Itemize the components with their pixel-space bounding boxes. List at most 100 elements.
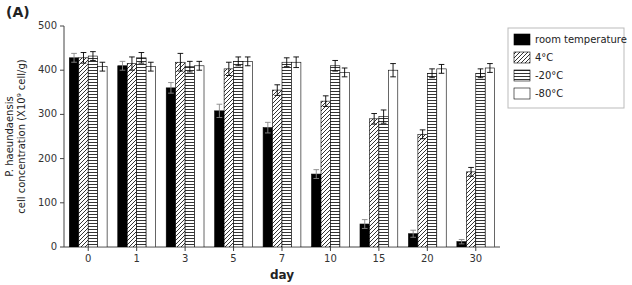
y-tick — [60, 202, 64, 203]
bar — [127, 64, 136, 247]
error-bar — [129, 57, 135, 70]
series — [88, 52, 485, 247]
y-tick — [60, 247, 64, 248]
error-bar — [265, 122, 271, 133]
error-bar — [381, 110, 387, 123]
error-bar — [71, 53, 77, 62]
y-tick — [60, 114, 64, 115]
bar — [118, 66, 127, 247]
bar — [98, 67, 107, 247]
error-bar — [390, 64, 396, 77]
bar — [79, 58, 88, 247]
error-bar — [274, 85, 280, 96]
x-axis-label: day — [270, 268, 294, 282]
error-bar — [478, 69, 484, 78]
error-bar — [371, 114, 377, 125]
x-tick-label: 10 — [324, 253, 337, 264]
x-tick — [233, 247, 234, 251]
bar — [185, 67, 194, 247]
x-tick-label: 30 — [469, 253, 482, 264]
x-tick-label: 0 — [85, 253, 91, 264]
error-bar — [410, 230, 416, 237]
error-bar — [187, 61, 193, 72]
error-bar — [235, 57, 241, 66]
bar — [476, 73, 485, 247]
x-tick-label: 5 — [230, 253, 236, 264]
error-bar — [196, 61, 202, 70]
x-tick-label: 20 — [421, 253, 434, 264]
y-tick-label: 0 — [51, 241, 57, 252]
bar — [330, 66, 339, 247]
y-tick — [60, 26, 64, 27]
bar — [176, 62, 185, 247]
bar — [215, 111, 224, 247]
y-axis-label: P. haeundaensiscell concentration (X10⁹ … — [4, 59, 27, 213]
legend: room temperature4°C-20°C-80°C — [508, 28, 627, 108]
error-bar — [342, 68, 348, 77]
legend-label: -20°C — [535, 70, 563, 81]
legend-swatch — [514, 52, 530, 63]
y-axis: 0100200300400500 — [38, 20, 64, 252]
y-tick-label: 200 — [38, 153, 57, 164]
x-tick — [136, 247, 137, 251]
bar — [437, 69, 446, 247]
y-tick-label: 300 — [38, 108, 57, 119]
legend-swatch — [514, 88, 530, 99]
bar — [69, 58, 78, 247]
bar — [321, 101, 330, 247]
x-tick-label: 7 — [279, 253, 285, 264]
x-tick — [330, 247, 331, 251]
error-bar — [217, 104, 223, 117]
bar — [234, 61, 243, 247]
bar — [427, 73, 436, 247]
x-tick-label: 15 — [373, 253, 386, 264]
y-tick-label: 100 — [38, 197, 57, 208]
x-tick — [88, 247, 89, 251]
error-bar — [245, 57, 251, 66]
chart-svg: (A)0100200300400500P. haeundaensiscell c… — [0, 0, 632, 285]
error-bar — [139, 53, 145, 64]
bar — [88, 56, 97, 247]
series — [98, 57, 495, 247]
bar — [146, 67, 155, 247]
error-bar — [362, 220, 368, 229]
y-axis-label-line: cell concentration (X10⁹ cell/g) — [16, 59, 27, 213]
error-bar — [148, 62, 154, 71]
title: (A) — [6, 4, 30, 20]
error-bar — [100, 62, 106, 71]
x-tick-label: 1 — [133, 253, 139, 264]
error-bar — [81, 53, 87, 64]
legend-label: -80°C — [535, 88, 563, 99]
error-bar — [459, 239, 465, 243]
error-bar — [487, 64, 493, 73]
y-tick — [60, 70, 64, 71]
x-tick — [475, 247, 476, 251]
bar — [282, 62, 291, 247]
error-bar — [420, 130, 426, 139]
error-bar — [284, 58, 290, 67]
bar — [291, 62, 300, 247]
bar — [166, 88, 175, 247]
chart-container: (A)0100200300400500P. haeundaensiscell c… — [0, 0, 632, 285]
bar — [312, 174, 321, 247]
series — [69, 53, 466, 247]
bar — [340, 72, 349, 247]
bar — [369, 119, 378, 247]
error-bar — [178, 53, 184, 71]
error-bar — [429, 69, 435, 78]
bar — [243, 61, 252, 247]
bar — [388, 70, 397, 247]
bar — [263, 128, 272, 247]
y-tick-label: 400 — [38, 64, 57, 75]
x-tick — [185, 247, 186, 251]
series — [79, 53, 476, 247]
bar — [137, 58, 146, 247]
error-bar — [323, 96, 329, 107]
bar — [485, 68, 494, 247]
x-axis: 0135710152030 — [64, 247, 500, 264]
bar — [466, 172, 475, 247]
x-tick — [427, 247, 428, 251]
bar — [418, 134, 427, 247]
error-bar — [90, 52, 96, 61]
y-tick — [60, 158, 64, 159]
